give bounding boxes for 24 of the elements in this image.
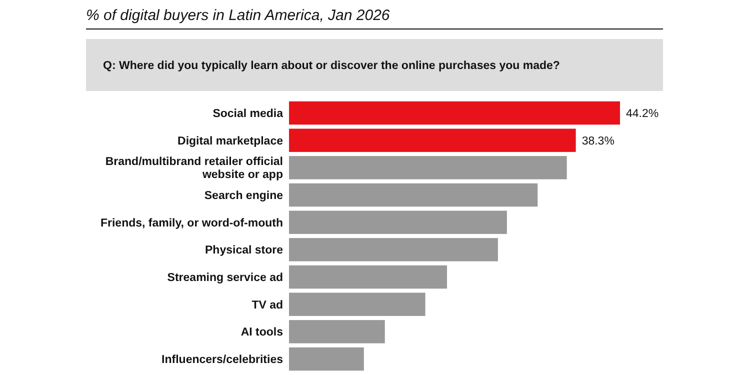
bar	[289, 183, 538, 207]
y-tick-label: Physical store	[205, 244, 283, 257]
y-tick-label: Search engine	[204, 190, 283, 202]
bar	[289, 320, 385, 344]
bar	[289, 101, 620, 125]
y-tick-label: Brand/multibrand retailer official website or app	[105, 156, 283, 182]
data-label: 44.2%	[626, 108, 659, 120]
bar	[289, 128, 576, 152]
bar	[289, 238, 498, 262]
bar	[289, 210, 507, 234]
y-tick-label: AI tools	[240, 326, 283, 339]
y-tick-label: Friends, family, or word-of-mouth	[100, 217, 283, 230]
bar	[289, 265, 448, 289]
bar	[289, 347, 364, 371]
y-tick-label: Digital marketplace	[178, 135, 283, 148]
y-tick-label: Influencers/celebrities	[162, 354, 283, 366]
bar	[289, 292, 426, 316]
y-tick-label: Social media	[212, 108, 284, 120]
y-tick-label: TV ad	[252, 299, 283, 312]
data-label: 38.3%	[582, 135, 614, 148]
chart-subtitle: % of digital buyers in Latin America, Jan 2026	[86, 7, 390, 24]
bar	[289, 156, 567, 180]
y-tick-label: Streaming service ad	[167, 272, 283, 284]
text: Q: Where did you typically learn about or discover the online purchases you made?	[103, 60, 560, 72]
